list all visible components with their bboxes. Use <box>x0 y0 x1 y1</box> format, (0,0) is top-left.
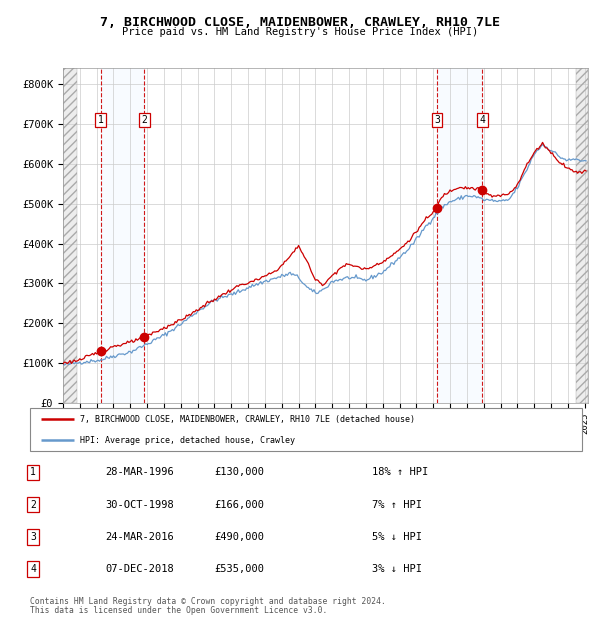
Text: 7, BIRCHWOOD CLOSE, MAIDENBOWER, CRAWLEY, RH10 7LE (detached house): 7, BIRCHWOOD CLOSE, MAIDENBOWER, CRAWLEY… <box>80 415 415 423</box>
Text: £490,000: £490,000 <box>214 532 264 542</box>
Text: 07-DEC-2018: 07-DEC-2018 <box>105 564 174 574</box>
Text: £535,000: £535,000 <box>214 564 264 574</box>
Bar <box>437 68 482 403</box>
Text: 7, BIRCHWOOD CLOSE, MAIDENBOWER, CRAWLEY, RH10 7LE: 7, BIRCHWOOD CLOSE, MAIDENBOWER, CRAWLEY… <box>100 16 500 29</box>
Text: 4: 4 <box>479 115 485 125</box>
Text: Price paid vs. HM Land Registry's House Price Index (HPI): Price paid vs. HM Land Registry's House … <box>122 27 478 37</box>
Bar <box>576 68 588 403</box>
Text: 4: 4 <box>30 564 36 574</box>
Text: 30-OCT-1998: 30-OCT-1998 <box>105 500 174 510</box>
Text: 3: 3 <box>434 115 440 125</box>
Text: £130,000: £130,000 <box>214 467 264 477</box>
Text: 3% ↓ HPI: 3% ↓ HPI <box>372 564 422 574</box>
Text: 2: 2 <box>30 500 36 510</box>
Text: 18% ↑ HPI: 18% ↑ HPI <box>372 467 428 477</box>
Text: 1: 1 <box>30 467 36 477</box>
Bar <box>101 68 144 403</box>
Text: 1: 1 <box>98 115 104 125</box>
Text: 24-MAR-2016: 24-MAR-2016 <box>105 532 174 542</box>
Text: This data is licensed under the Open Government Licence v3.0.: This data is licensed under the Open Gov… <box>30 606 328 615</box>
Text: Contains HM Land Registry data © Crown copyright and database right 2024.: Contains HM Land Registry data © Crown c… <box>30 597 386 606</box>
Text: £166,000: £166,000 <box>214 500 264 510</box>
Text: 7% ↑ HPI: 7% ↑ HPI <box>372 500 422 510</box>
Text: 28-MAR-1996: 28-MAR-1996 <box>105 467 174 477</box>
Bar <box>63 68 77 403</box>
Text: 3: 3 <box>30 532 36 542</box>
Text: 5% ↓ HPI: 5% ↓ HPI <box>372 532 422 542</box>
Text: 2: 2 <box>142 115 147 125</box>
Text: HPI: Average price, detached house, Crawley: HPI: Average price, detached house, Craw… <box>80 436 295 445</box>
